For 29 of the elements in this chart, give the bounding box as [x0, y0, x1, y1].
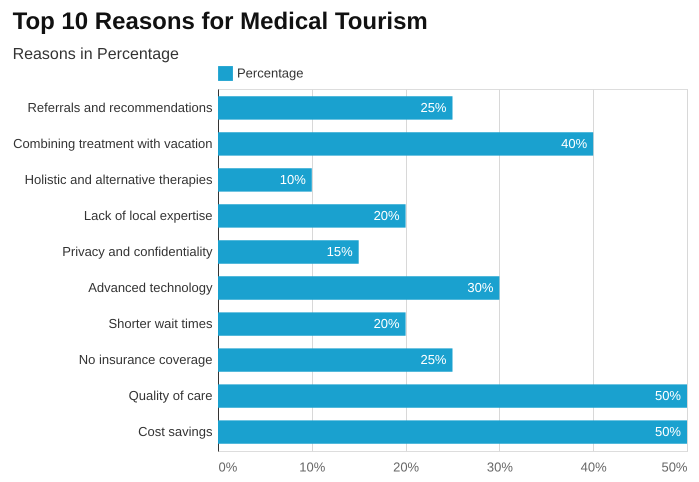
y-tick-label: Referrals and recommendations — [28, 100, 213, 115]
x-tick-label: 40% — [580, 460, 608, 474]
y-tick-label: Lack of local expertise — [84, 208, 212, 223]
x-tick-label: 0% — [218, 460, 238, 474]
data-label: 15% — [326, 244, 354, 259]
data-label: 10% — [280, 172, 306, 187]
data-label: 20% — [374, 316, 400, 332]
data-label: 25% — [420, 100, 447, 115]
chart-title: Top 10 Reasons for Medical Tourism — [12, 8, 428, 35]
data-label: 40% — [561, 136, 588, 151]
data-label: 20% — [374, 208, 400, 223]
y-tick-label: No insurance coverage — [78, 352, 212, 368]
data-label: 50% — [654, 424, 682, 440]
x-tick-label: 50% — [661, 460, 688, 474]
y-tick-label: Privacy and confidentiality — [62, 244, 213, 259]
y-tick-label: Advanced technology — [88, 280, 213, 296]
y-tick-label: Quality of care — [128, 388, 212, 404]
chart-subtitle: Reasons in Percentage — [12, 46, 179, 63]
data-label: 50% — [654, 388, 682, 404]
x-tick-label: 30% — [486, 460, 514, 474]
x-tick-label: 20% — [393, 460, 420, 474]
y-tick-label: Combining treatment with vacation — [13, 136, 212, 151]
y-tick-label: Shorter wait times — [108, 316, 213, 332]
y-tick-label: Cost savings — [138, 424, 213, 440]
legend-label: Percentage — [237, 66, 304, 80]
data-label: 25% — [420, 352, 447, 368]
data-label: 30% — [467, 280, 494, 296]
x-tick-label: 10% — [299, 460, 326, 474]
y-tick-label: Holistic and alternative therapies — [24, 172, 213, 187]
